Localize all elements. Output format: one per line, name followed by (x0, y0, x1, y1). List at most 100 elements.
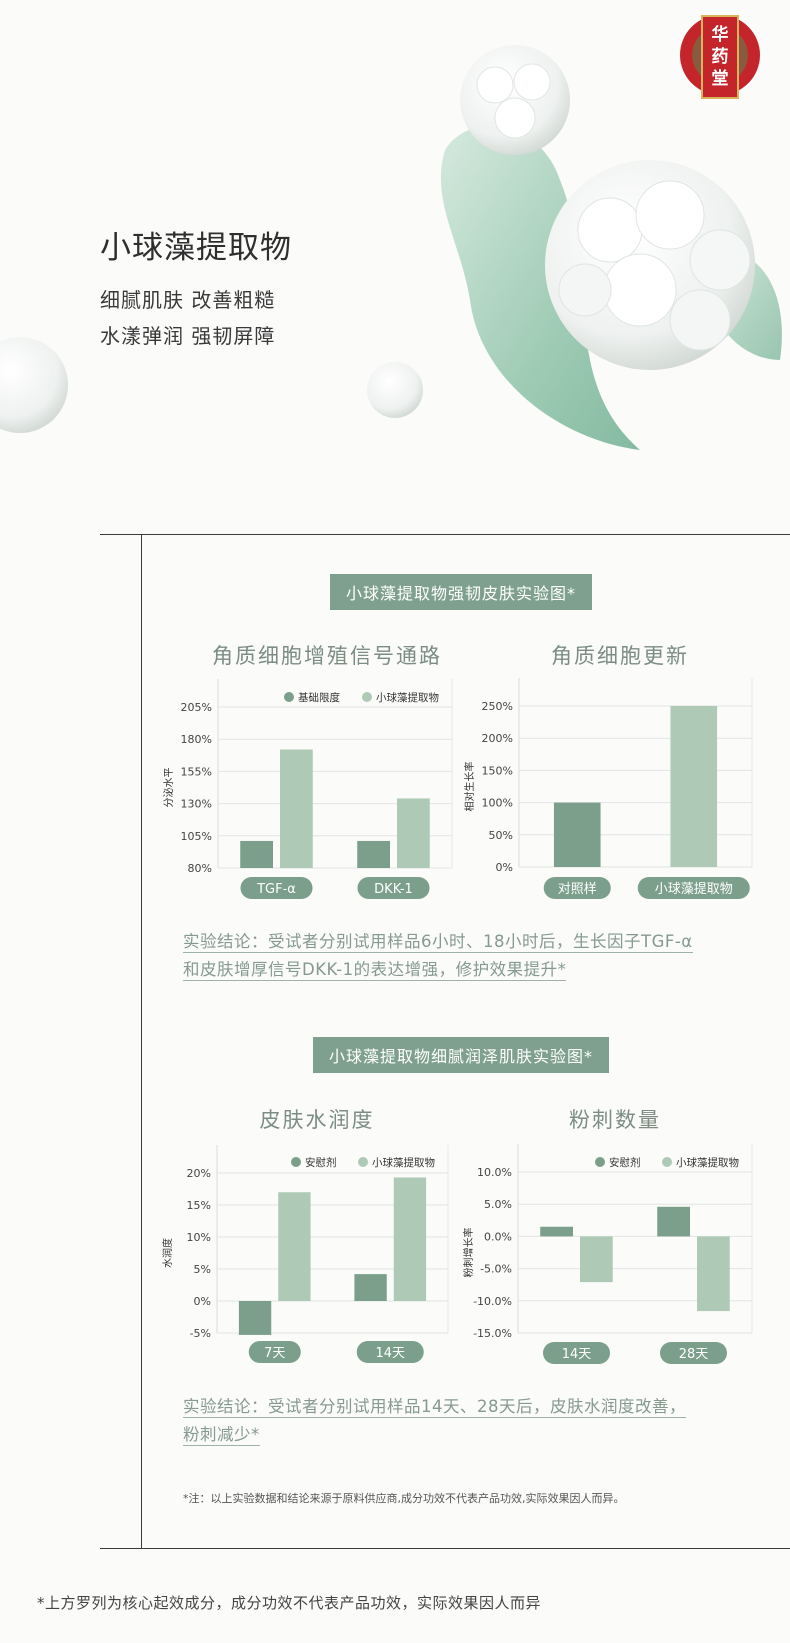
y-tick-label: 5% (194, 1263, 211, 1276)
legend-label: 小球藻提取物 (676, 1156, 739, 1169)
x-tick-label: 对照样 (558, 882, 597, 897)
divider-bottom (100, 1548, 790, 1549)
svg-text:华: 华 (712, 24, 729, 45)
legend-swatch (362, 692, 372, 702)
data-source-note: *注：以上实验数据和结论来源于原料供应商,成分功效不代表产品功效,实际效果因人而… (183, 1492, 625, 1505)
footer-disclaimer: *上方罗列为核心起效成分，成分功效不代表产品功效，实际效果因人而异 (37, 1594, 542, 1612)
x-tick-label: 7天 (264, 1346, 285, 1361)
section1-badge: 小球藻提取物强韧皮肤实验图* (329, 574, 593, 610)
legend-label: 安慰剂 (305, 1156, 337, 1169)
hero-title: 小球藻提取物 (100, 230, 292, 266)
hero-line-1: 细腻肌肤 改善粗糙 (100, 288, 276, 312)
y-tick-label: 0% (496, 861, 513, 874)
y-tick-label: 205% (181, 701, 212, 714)
chlorella-bubble-left (0, 337, 68, 433)
y-tick-label: -10.0% (473, 1295, 512, 1308)
bar (580, 1236, 613, 1283)
category-pill (357, 877, 430, 899)
legend-label: 小球藻提取物 (372, 1156, 435, 1169)
y-tick-label: 155% (181, 765, 212, 778)
x-tick-label: 14天 (375, 1346, 405, 1361)
x-tick-label: 28天 (679, 1347, 709, 1362)
bar (670, 706, 718, 867)
category-pill (543, 877, 611, 899)
category-pill (637, 877, 750, 899)
y-axis-label: 相对生长率 (463, 762, 476, 812)
chlorella-bubble-small (367, 362, 423, 418)
legend-swatch (595, 1157, 605, 1167)
divider-vertical (141, 534, 142, 1548)
y-axis-label: 分泌水平 (162, 768, 175, 808)
y-tick-label: -5.0% (480, 1263, 512, 1276)
chlorella-bubble-large (545, 160, 755, 370)
y-tick-label: 130% (181, 798, 212, 811)
x-tick-label: 小球藻提取物 (655, 881, 733, 897)
y-tick-label: -15.0% (473, 1327, 512, 1340)
x-tick-label: 14天 (562, 1347, 592, 1362)
chart3-title: 皮肤水润度 (259, 1108, 375, 1132)
bar (657, 1206, 690, 1237)
category-pill (543, 1342, 610, 1364)
conclusion-line: 粉刺减少* (183, 1425, 260, 1446)
legend-label: 小球藻提取物 (376, 691, 439, 704)
legend-label: 基础限度 (298, 691, 340, 704)
chlorella-bubble-top (460, 45, 570, 155)
category-pill (248, 1341, 301, 1363)
bar (238, 1301, 272, 1335)
bar (397, 798, 430, 868)
bar (354, 1274, 387, 1301)
y-tick-label: 20% (187, 1167, 211, 1180)
y-tick-label: 10.0% (477, 1166, 512, 1179)
section1-conclusion: 实验结论：受试者分别试用样品6小时、18小时后，生长因子TGF-α 和皮肤增厚信… (183, 928, 693, 984)
y-tick-label: 5.0% (484, 1198, 512, 1211)
section2-conclusion: 实验结论：受试者分别试用样品14天、28天后，皮肤水润度改善， 粉刺减少* (183, 1393, 686, 1449)
y-tick-label: 15% (187, 1199, 211, 1212)
section2-badge: 小球藻提取物细腻润泽肌肤实验图* (312, 1037, 610, 1073)
y-tick-label: 80% (188, 862, 212, 875)
category-pill (660, 1342, 727, 1364)
legend-swatch (291, 1157, 301, 1167)
hero-illustration: 华 药 堂 (0, 15, 782, 450)
y-tick-label: 50% (489, 829, 513, 842)
x-tick-label: DKK-1 (374, 882, 413, 897)
divider-top (100, 534, 790, 535)
bar (278, 1192, 311, 1301)
y-tick-label: 105% (181, 830, 212, 843)
y-axis-label: 粉刺增长率 (462, 1228, 475, 1278)
chart1-title: 角质细胞增殖信号通路 (212, 644, 442, 668)
svg-text:药: 药 (712, 46, 729, 67)
category-pill (240, 877, 313, 899)
bar (357, 840, 390, 868)
legend-swatch (358, 1157, 368, 1167)
bar (280, 749, 313, 868)
hero-line-2: 水漾弹润 强韧屏障 (100, 324, 276, 348)
leaf-shape (440, 126, 640, 450)
conclusion-line: 和皮肤增厚信号DKK-1的表达增强，修护效果提升* (183, 960, 567, 981)
y-tick-label: 200% (482, 732, 513, 745)
x-tick-label: TGF-α (256, 882, 296, 897)
y-tick-label: -5% (190, 1327, 211, 1340)
conclusion-line: 实验结论：受试者分别试用样品14天、28天后，皮肤水润度改善， (183, 1397, 686, 1418)
y-tick-label: 150% (482, 764, 513, 777)
y-tick-label: 0% (194, 1295, 211, 1308)
chart2-title: 角质细胞更新 (551, 644, 689, 668)
category-pill (356, 1341, 424, 1363)
legend-swatch (662, 1157, 672, 1167)
bar (540, 1226, 573, 1237)
bar (240, 840, 273, 868)
y-axis-label: 水润度 (161, 1238, 174, 1268)
y-tick-label: 100% (482, 797, 513, 810)
bar (393, 1177, 427, 1301)
chart4-title: 粉刺数量 (569, 1108, 661, 1132)
y-tick-label: 10% (187, 1231, 211, 1244)
y-tick-label: 0.0% (484, 1230, 512, 1243)
legend-swatch (284, 692, 294, 702)
conclusion-line: 实验结论：受试者分别试用样品6小时、18小时后，生长因子TGF-α (183, 932, 693, 953)
bar (553, 802, 601, 867)
brand-logo: 华 药 堂 (680, 15, 760, 99)
y-tick-label: 180% (181, 733, 212, 746)
y-tick-label: 250% (482, 700, 513, 713)
